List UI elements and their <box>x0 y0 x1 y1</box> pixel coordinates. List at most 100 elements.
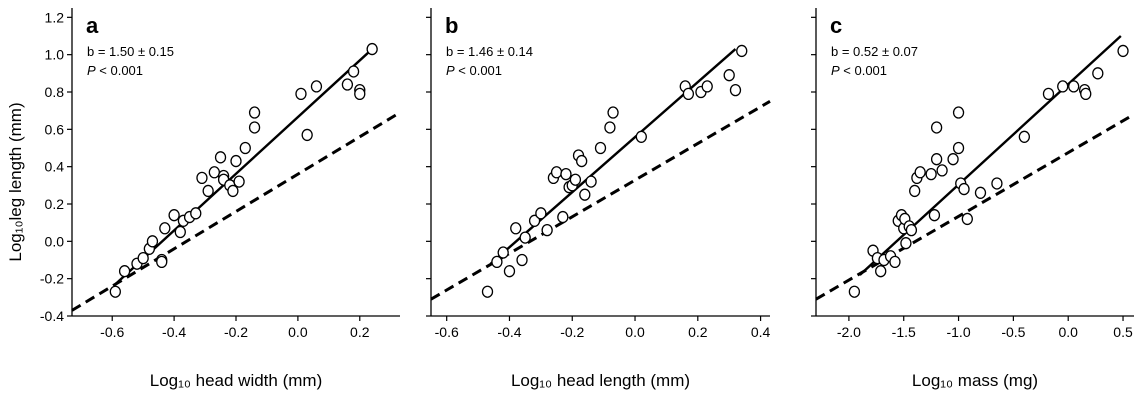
slope-stat: b = 1.50 ± 0.15 <box>87 44 174 59</box>
data-point <box>1068 80 1080 93</box>
y-tick-label: 0.2 <box>45 196 65 212</box>
data-point <box>202 184 214 198</box>
x-tick-label: -0.2 <box>224 324 248 340</box>
data-point <box>925 167 937 181</box>
y-tick-label: 1.2 <box>45 9 65 25</box>
data-point <box>607 106 619 119</box>
data-point <box>569 173 582 186</box>
data-point <box>594 141 607 155</box>
data-point <box>146 235 159 248</box>
x-tick-label: -0.5 <box>1001 324 1025 340</box>
data-point <box>900 237 912 250</box>
regression-line <box>489 48 737 265</box>
x-tick-label: 0.2 <box>688 324 708 340</box>
data-point <box>1042 87 1055 101</box>
dashed-reference-line <box>430 100 771 301</box>
data-point <box>1018 130 1030 143</box>
x-axis-title: Log₁₀ head width (mm) <box>150 371 322 390</box>
data-point <box>1080 87 1092 101</box>
x-tick-label: -0.2 <box>560 324 584 340</box>
regression-line <box>859 35 1122 276</box>
data-point <box>1092 67 1104 80</box>
data-point <box>889 255 901 269</box>
x-tick-label: -1.0 <box>946 324 970 340</box>
data-point <box>516 253 528 267</box>
data-point <box>875 265 887 278</box>
p-value: < 0.001 <box>96 63 143 78</box>
x-tick-label: -0.6 <box>100 324 124 340</box>
data-point <box>958 182 970 196</box>
data-point <box>579 188 591 201</box>
data-point <box>248 106 261 119</box>
x-tick-label: -1.5 <box>892 324 916 340</box>
p-value-stat: P < 0.001 <box>87 63 143 78</box>
panel-letter: c <box>830 13 842 38</box>
data-point <box>914 166 926 179</box>
x-tick-label: -0.4 <box>162 324 186 340</box>
panel-b: -0.6 -0.4 -0.2 0.0 0.2 0.4 Log₁₀ head length (… <box>426 8 771 390</box>
y-tick-label: 0.0 <box>45 233 65 249</box>
p-symbol: P <box>446 63 455 78</box>
x-tick-label: 0.0 <box>625 324 645 340</box>
data-point <box>481 285 494 298</box>
data-point <box>248 121 261 134</box>
y-tick-label: -0.2 <box>40 271 64 287</box>
data-point <box>550 166 563 179</box>
data-point <box>604 121 616 134</box>
slope-stat: b = 1.46 ± 0.14 <box>446 44 533 59</box>
data-point <box>909 184 921 198</box>
p-value: < 0.001 <box>840 63 887 78</box>
p-value-stat: P < 0.001 <box>446 63 502 78</box>
data-point <box>928 209 941 222</box>
data-point <box>736 44 748 58</box>
data-point <box>905 223 918 237</box>
data-point <box>156 255 168 269</box>
y-tick-label: 0.4 <box>45 159 65 175</box>
x-tick-label: 0.0 <box>288 324 308 340</box>
data-point <box>174 225 186 239</box>
x-axis-title: Log₁₀ mass (mg) <box>912 371 1038 390</box>
data-point <box>576 154 588 168</box>
data-point <box>214 151 227 164</box>
data-point <box>227 184 239 198</box>
y-tick-label: 0.6 <box>45 121 65 137</box>
data-point <box>497 246 509 259</box>
p-value: < 0.001 <box>455 63 502 78</box>
data-point <box>1057 80 1069 93</box>
data-point <box>301 128 313 142</box>
y-tick-label: 0.8 <box>45 84 65 100</box>
slope-stat: b = 0.52 ± 0.07 <box>831 44 918 59</box>
data-point <box>682 87 695 101</box>
dashed-reference-line <box>71 111 401 312</box>
p-symbol: P <box>87 63 96 78</box>
dashed-reference-line <box>815 113 1134 301</box>
data-point <box>974 186 987 199</box>
data-point <box>295 87 307 101</box>
x-axis-title: Log₁₀ head length (mm) <box>511 371 690 390</box>
data-point <box>1117 44 1129 58</box>
data-point <box>341 78 354 91</box>
data-point <box>118 265 131 278</box>
data-point <box>366 42 378 56</box>
data-point <box>729 83 742 97</box>
panel-c: -2.0 -1.5 -1.0 -0.5 0.0 0.5 Log₁₀ mass (mg) c b … <box>811 8 1134 390</box>
data-point <box>491 255 503 269</box>
data-point <box>930 121 943 134</box>
data-point <box>168 209 180 222</box>
data-point <box>991 177 1003 190</box>
x-tick-label: -0.6 <box>435 324 459 340</box>
p-value-stat: P < 0.001 <box>831 63 887 78</box>
data-point <box>510 222 522 235</box>
data-point <box>347 65 360 78</box>
data-point <box>936 164 948 177</box>
x-tick-label: 0.2 <box>350 324 370 340</box>
panel-letter: b <box>445 13 458 38</box>
data-point <box>310 80 323 93</box>
data-point <box>233 175 245 188</box>
data-point <box>952 141 965 155</box>
data-point <box>503 265 516 278</box>
data-point <box>137 251 149 265</box>
data-point <box>848 285 861 298</box>
x-tick-label: 0.0 <box>1058 324 1078 340</box>
y-tick-label: 1.0 <box>45 47 65 63</box>
